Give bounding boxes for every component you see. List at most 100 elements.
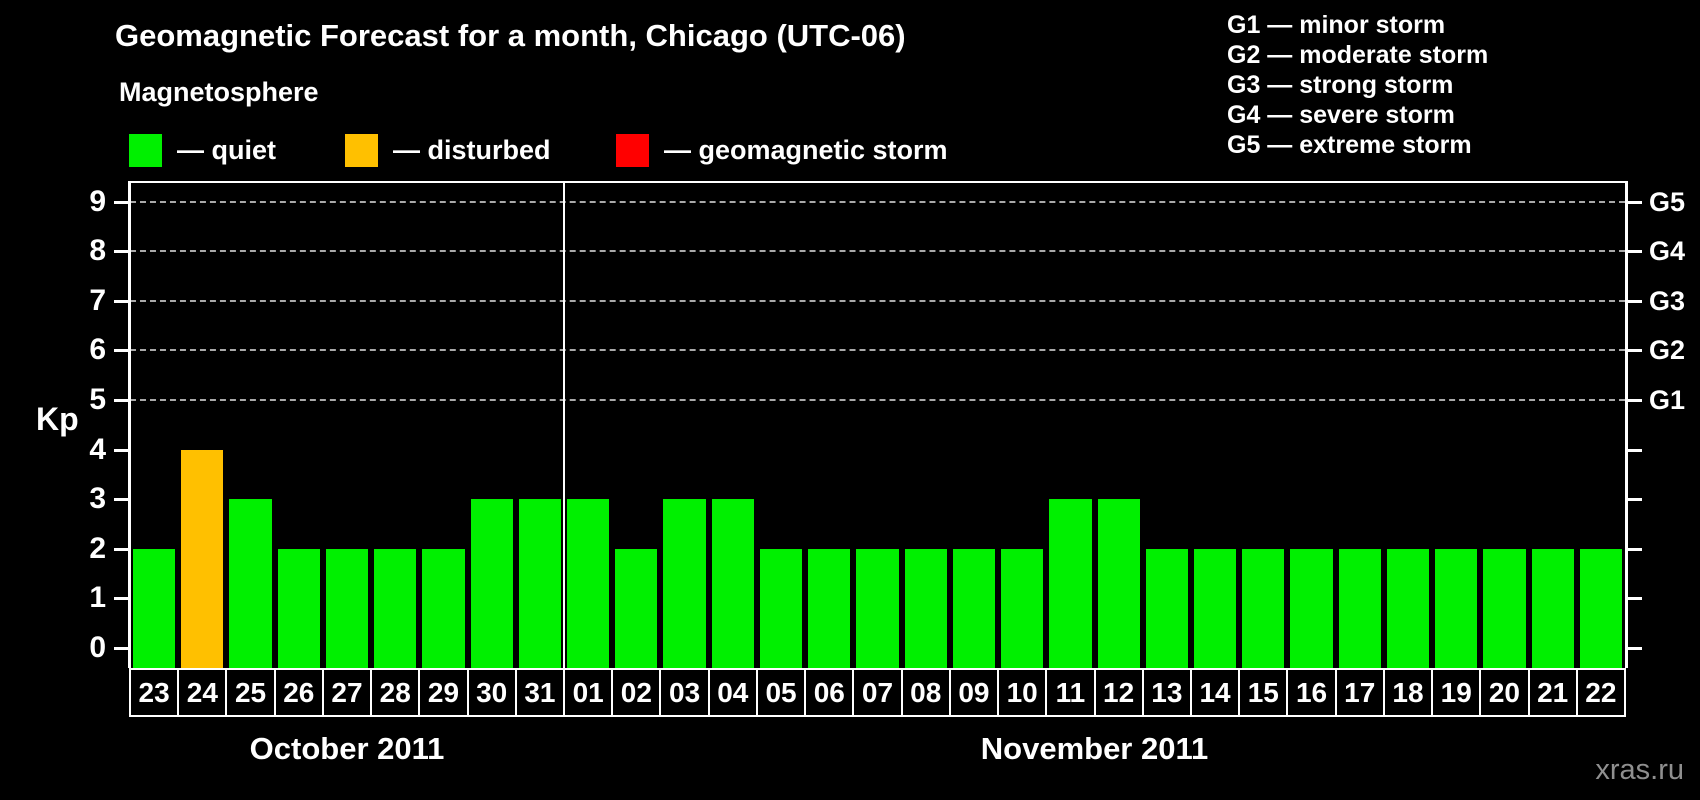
kp-bar-day-26 xyxy=(277,548,320,668)
kp-bar-day-14 xyxy=(1193,548,1237,668)
y-tick-label-8: 8 xyxy=(89,234,106,268)
day-label-05: 05 xyxy=(755,668,807,717)
disturbed-color-swatch xyxy=(345,134,378,167)
day-label-23: 23 xyxy=(129,668,180,717)
left-tick-kp4 xyxy=(114,448,128,452)
y-tick-label-5: 5 xyxy=(89,383,106,416)
kp-bar-day-30 xyxy=(470,499,513,668)
left-tick-kp2 xyxy=(114,547,128,551)
kp-bar-day-25 xyxy=(229,499,272,668)
plot-frame-top xyxy=(128,181,1628,183)
day-label-21: 21 xyxy=(1527,668,1578,717)
right-tick-kp4 xyxy=(1628,448,1642,452)
g-scale-label-g5: G5 xyxy=(1649,186,1686,217)
day-label-28: 28 xyxy=(370,668,421,717)
y-tick-label-7: 7 xyxy=(89,283,106,317)
kp-bar-day-16 xyxy=(1290,548,1333,668)
right-tick-kp7 xyxy=(1628,299,1642,303)
gridline-kp8 xyxy=(130,250,1625,253)
day-label-31: 31 xyxy=(514,668,566,717)
kp-bar-day-27 xyxy=(325,548,369,668)
page-title: Geomagnetic Forecast for a month, Chicag… xyxy=(115,18,906,53)
right-tick-kp9 xyxy=(1628,200,1642,204)
kp-bar-day-12 xyxy=(1097,499,1140,668)
kp-bar-day-22 xyxy=(1579,548,1622,668)
day-label-10: 10 xyxy=(997,668,1048,717)
legend-item-label: — quiet xyxy=(177,135,276,165)
y-axis-line-left xyxy=(128,181,131,668)
day-label-22: 22 xyxy=(1575,668,1626,717)
day-label-07: 07 xyxy=(852,668,903,717)
kp-bar-day-02 xyxy=(615,548,658,668)
y-tick-label-0: 0 xyxy=(89,631,106,664)
day-label-13: 13 xyxy=(1141,668,1192,717)
kp-bar-day-21 xyxy=(1531,548,1574,668)
quiet-color-swatch xyxy=(129,134,162,167)
y-axis-label: Kp xyxy=(36,401,79,437)
day-label-17: 17 xyxy=(1334,668,1385,717)
gridline-kp6 xyxy=(130,349,1625,352)
gridline-kp7 xyxy=(130,299,1625,302)
day-label-04: 04 xyxy=(707,668,758,717)
kp-bar-day-24 xyxy=(181,449,224,668)
kp-bar-day-07 xyxy=(856,548,899,668)
watermark: xras.ru xyxy=(1595,754,1684,786)
storm-scale-line-g4: G4 — severe storm xyxy=(1227,101,1455,129)
kp-bar-day-20 xyxy=(1483,548,1526,668)
right-tick-kp6 xyxy=(1628,349,1642,353)
gridline-kp5 xyxy=(130,399,1625,401)
legend-item-disturbed: — disturbed xyxy=(345,134,551,167)
storm-scale-line-g5: G5 — extreme storm xyxy=(1227,131,1472,159)
day-label-01: 01 xyxy=(563,668,614,717)
day-label-06: 06 xyxy=(804,668,855,717)
day-label-25: 25 xyxy=(225,668,276,717)
right-tick-kp0 xyxy=(1628,647,1642,650)
kp-bar-day-05 xyxy=(759,548,803,668)
day-label-15: 15 xyxy=(1238,668,1289,717)
g-scale-label-g1: G1 xyxy=(1649,385,1686,415)
day-label-29: 29 xyxy=(418,668,469,717)
day-label-11: 11 xyxy=(1045,668,1096,717)
day-label-20: 20 xyxy=(1479,668,1530,717)
y-tick-label-2: 2 xyxy=(89,531,106,565)
kp-bar-day-11 xyxy=(1049,499,1092,668)
day-label-08: 08 xyxy=(900,668,951,717)
y-tick-label-6: 6 xyxy=(89,333,106,367)
day-label-24: 24 xyxy=(177,668,228,717)
kp-bar-day-31 xyxy=(518,499,562,668)
day-label-19: 19 xyxy=(1431,668,1482,717)
day-label-18: 18 xyxy=(1382,668,1434,717)
gridline-kp9 xyxy=(130,200,1625,203)
storm-scale-legend: G1 — minor storm G2 — moderate storm G3 — … xyxy=(1227,10,1488,160)
kp-bar-day-06 xyxy=(808,548,851,668)
day-label-27: 27 xyxy=(321,668,373,717)
day-label-09: 09 xyxy=(948,668,1000,717)
geomagnetic-storm-color-swatch xyxy=(616,134,649,167)
legend-item-label: — disturbed xyxy=(393,135,551,165)
kp-bar-day-19 xyxy=(1435,548,1478,668)
day-label-14: 14 xyxy=(1189,668,1241,717)
kp-bar-day-01 xyxy=(567,499,610,668)
left-tick-kp8 xyxy=(114,250,128,254)
y-tick-label-9: 9 xyxy=(89,184,106,218)
left-tick-kp6 xyxy=(114,349,128,353)
storm-scale-line-g3: G3 — strong storm xyxy=(1227,71,1454,99)
kp-bar-day-04 xyxy=(711,499,754,668)
y-tick-label-3: 3 xyxy=(89,482,106,516)
kp-bar-day-29 xyxy=(422,548,465,668)
g-scale-label-g3: G3 xyxy=(1649,285,1686,316)
legend-item-label: — geomagnetic storm xyxy=(664,135,948,165)
kp-bar-day-03 xyxy=(663,499,706,668)
g-scale-label-g4: G4 xyxy=(1649,236,1686,267)
month-label-1: November 2011 xyxy=(980,731,1209,766)
right-tick-kp3 xyxy=(1628,498,1642,502)
kp-bar-day-28 xyxy=(374,548,417,668)
day-label-26: 26 xyxy=(273,668,324,717)
g-scale-label-g2: G2 xyxy=(1649,335,1686,366)
kp-bar-day-10 xyxy=(1001,548,1044,668)
kp-bar-day-17 xyxy=(1338,548,1381,668)
y-tick-label-4: 4 xyxy=(89,432,106,466)
left-tick-kp9 xyxy=(114,200,128,204)
